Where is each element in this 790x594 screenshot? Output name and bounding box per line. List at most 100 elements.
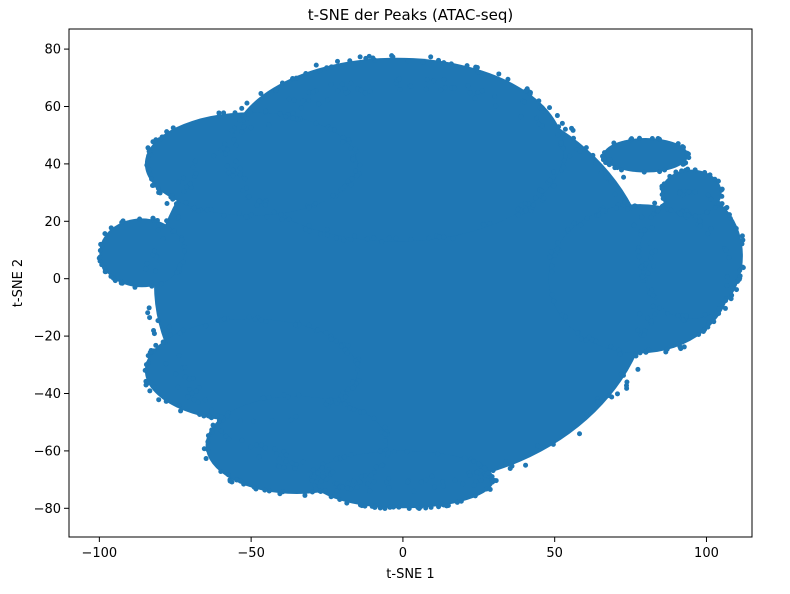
data-point [622, 199, 628, 205]
data-point [549, 269, 555, 275]
data-point [547, 105, 553, 111]
data-point [160, 236, 166, 242]
data-point [344, 350, 350, 356]
data-point [276, 464, 282, 470]
data-point [362, 90, 368, 96]
data-point [338, 343, 344, 349]
data-point [716, 306, 722, 312]
data-point [357, 54, 363, 60]
data-point [386, 235, 392, 241]
data-point [317, 68, 323, 74]
data-point [319, 465, 325, 471]
data-point [250, 418, 256, 424]
data-point [719, 300, 725, 306]
data-point [262, 202, 268, 208]
data-point [350, 385, 356, 391]
data-point [707, 172, 713, 178]
data-point [361, 409, 367, 415]
data-point [503, 461, 509, 467]
data-point [438, 87, 444, 93]
data-point [460, 481, 466, 487]
data-point [552, 252, 558, 258]
data-point [153, 268, 159, 274]
data-point [555, 132, 561, 138]
data-point [306, 322, 312, 328]
data-point [535, 443, 541, 449]
data-point [645, 315, 651, 321]
data-point [176, 214, 182, 220]
data-point [489, 474, 495, 480]
data-point [657, 169, 663, 175]
data-point [706, 320, 712, 326]
data-point [320, 474, 326, 480]
point-cluster [603, 138, 689, 173]
data-point [324, 232, 330, 238]
data-point [151, 384, 157, 390]
data-point [181, 248, 187, 254]
data-point [342, 86, 348, 92]
data-point [179, 237, 185, 243]
data-point [147, 315, 153, 321]
data-point [650, 303, 656, 309]
data-point [675, 341, 681, 347]
data-point [351, 233, 357, 239]
data-point [231, 137, 237, 143]
data-point [733, 225, 739, 231]
data-point [614, 165, 620, 171]
data-point [406, 506, 412, 512]
data-point [467, 472, 473, 478]
data-point [340, 139, 346, 145]
data-point [450, 236, 456, 242]
data-point [386, 485, 392, 491]
x-tick-label: 50 [546, 546, 563, 561]
data-point [181, 244, 187, 250]
data-point [539, 123, 545, 129]
data-point [302, 492, 308, 498]
data-point [277, 111, 283, 117]
data-point [441, 234, 447, 240]
data-point [220, 145, 226, 151]
data-point [638, 264, 644, 270]
data-point [680, 161, 686, 167]
data-point [254, 202, 260, 208]
data-point [315, 470, 321, 476]
data-point [205, 433, 211, 439]
data-point [150, 215, 156, 221]
data-point [222, 141, 228, 147]
data-point [660, 196, 666, 202]
data-point [726, 255, 732, 261]
data-point [147, 350, 153, 356]
data-point [346, 137, 352, 143]
data-point [264, 214, 270, 220]
data-point [327, 126, 333, 132]
data-point [309, 478, 315, 484]
data-point [708, 226, 714, 232]
data-point [99, 242, 105, 248]
data-point [404, 449, 410, 455]
data-point [473, 479, 479, 485]
data-point [335, 58, 341, 64]
data-point [322, 488, 328, 494]
data-point [144, 261, 150, 267]
data-point [150, 182, 156, 188]
data-point [283, 459, 289, 465]
data-point [218, 469, 224, 475]
data-point [306, 205, 312, 211]
data-point [143, 362, 149, 368]
point-cluster [144, 112, 358, 216]
data-point [202, 397, 208, 403]
data-point [174, 270, 180, 276]
data-point [246, 194, 252, 200]
y-tick-label: 60 [44, 100, 61, 115]
data-point [268, 90, 274, 96]
data-point [578, 222, 584, 228]
data-point [471, 482, 477, 488]
data-point [547, 177, 553, 183]
data-point [204, 207, 210, 213]
data-point [347, 58, 353, 64]
data-point [281, 464, 287, 470]
data-point [290, 115, 296, 121]
data-point [724, 283, 730, 289]
points-layer [96, 53, 746, 512]
data-point [339, 81, 345, 87]
